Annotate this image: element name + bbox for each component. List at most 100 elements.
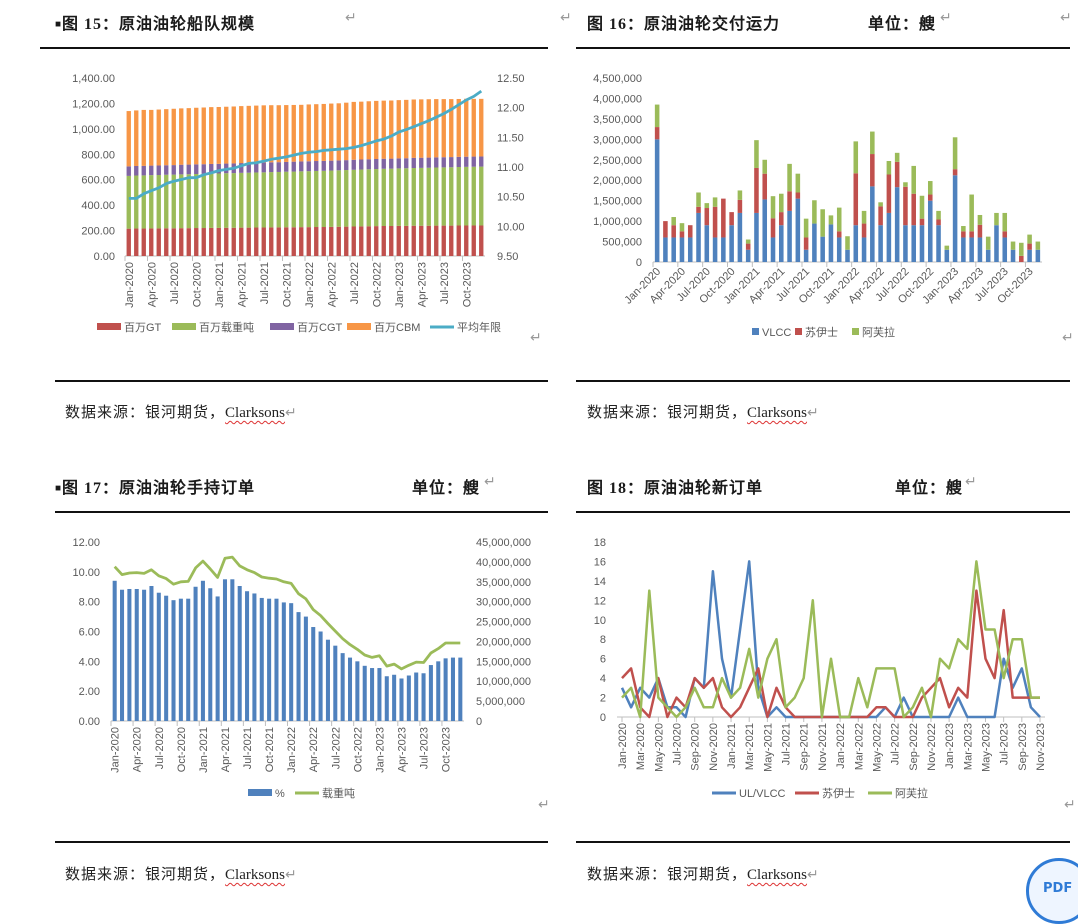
bar-百万载重吨 [426, 167, 431, 226]
x-axis-tick-label: Jul-2020 [169, 262, 181, 304]
y2-axis-tick-label: 11.00 [497, 162, 524, 174]
y-axis-tick-label: 1,000.00 [72, 124, 115, 136]
x-axis-tick-label: Apr-2022 [846, 266, 886, 306]
bar-百万GT [396, 225, 401, 256]
bar-百万GT [254, 227, 259, 256]
y2-axis-tick-label: 12.50 [497, 73, 525, 85]
bar-百万CGT [411, 157, 416, 169]
bar-% [347, 657, 353, 721]
bar-阿芙拉 [944, 245, 950, 250]
y-axis-tick-label: 14 [594, 576, 606, 588]
bar-苏伊士 [919, 218, 925, 226]
bar-百万GT [156, 228, 161, 256]
bar-百万载重吨 [284, 171, 289, 228]
bar-VLCC [886, 212, 892, 262]
bar-VLCC [671, 237, 676, 262]
bar-百万CGT [441, 157, 446, 168]
bar-百万GT [411, 225, 416, 256]
bar-% [399, 678, 404, 721]
bar-百万载重吨 [329, 170, 334, 227]
bar-百万载重吨 [344, 170, 349, 227]
bar-VLCC [969, 237, 974, 262]
bar-苏伊士 [878, 206, 883, 226]
bar-百万CGT [381, 158, 386, 169]
y2-axis-tick-label: 10.50 [497, 192, 525, 204]
bar-百万CBM [479, 98, 484, 157]
x-axis-tick-label: Oct-2022 [371, 262, 383, 307]
bar-百万GT [329, 226, 334, 256]
bar-% [112, 580, 117, 721]
x-axis-tick-label: Oct-2022 [896, 266, 936, 306]
bar-苏伊士 [770, 218, 776, 238]
y-axis-tick-label: 500,000 [602, 237, 642, 249]
bar-百万GT [224, 227, 229, 256]
y-axis-tick-label: 6.00 [79, 627, 100, 639]
bar-苏伊士 [1002, 231, 1008, 238]
bar-百万CGT [194, 164, 199, 174]
bar-百万载重吨 [299, 171, 304, 228]
bar-% [296, 612, 301, 721]
line-平均年限 [128, 89, 483, 200]
x-axis-tick-label: Oct-2020 [697, 266, 737, 306]
x-axis-tick-label: Jan-2020 [110, 727, 122, 773]
bar-阿芙拉 [969, 194, 974, 232]
legend-label: 平均年限 [457, 320, 501, 334]
bar-百万CGT [216, 163, 221, 174]
bar-百万GT [306, 227, 311, 256]
bar-百万CBM [336, 103, 341, 161]
bar-百万CGT [396, 158, 401, 169]
bar-VLCC [1002, 237, 1008, 262]
legend-swatch [795, 328, 802, 335]
bar-百万载重吨 [359, 169, 364, 227]
bar-百万CGT [464, 156, 469, 167]
y2-axis-tick-label: 35,000,000 [476, 577, 531, 589]
figure-17-title: ■图 17：原油油轮手持订单 [55, 474, 255, 498]
paragraph-mark-icon: ↵ [345, 10, 357, 26]
source-label: 数据来源：银河期货， [587, 867, 748, 883]
bar-VLCC [836, 237, 842, 262]
bar-百万CBM [254, 105, 259, 163]
bar-阿芙拉 [861, 210, 867, 224]
x-axis-tick-label: Nov-2022 [926, 723, 938, 771]
bar-阿芙拉 [671, 217, 676, 226]
x-axis-tick-label: Jul-2023 [439, 262, 451, 304]
bar-百万CGT [449, 157, 454, 168]
legend-swatch [752, 328, 759, 335]
bar-% [230, 579, 235, 721]
bar-VLCC [787, 210, 792, 262]
bar-百万CBM [261, 105, 266, 163]
x-axis-tick-label: Jan-2022 [821, 266, 862, 307]
bar-百万载重吨 [186, 174, 191, 229]
bar-百万载重吨 [479, 166, 484, 226]
y-axis-tick-label: 1,200.00 [72, 98, 115, 110]
bar-阿芙拉 [828, 215, 834, 225]
bar-百万CBM [464, 98, 469, 157]
bar-百万CBM [306, 104, 311, 162]
bar-% [392, 674, 397, 721]
legend-label: 苏伊士 [805, 326, 838, 339]
figure-18-source: 数据来源：银河期货，Clarksons↵ [587, 863, 820, 884]
figure-17-chart: 0.00 2.00 4.00 6.00 8.00 10.00 12.00 0 5,000,000… [72, 537, 531, 800]
bar-百万CBM [359, 101, 364, 160]
bar-百万GT [381, 225, 386, 256]
bar-百万载重吨 [156, 175, 161, 229]
bar-阿芙拉 [737, 190, 743, 200]
bar-百万CGT [149, 165, 154, 176]
x-axis-tick-label: Jul-2021 [781, 723, 793, 765]
bar-百万CBM [291, 104, 296, 162]
legend-swatch [852, 328, 859, 335]
bar-VLCC [952, 175, 958, 262]
x-axis-tick-label: Jan-2023 [920, 266, 961, 307]
bar-苏伊士 [762, 173, 768, 200]
bullet-icon: ■ [55, 19, 63, 30]
bar-苏伊士 [1019, 255, 1024, 262]
bar-苏伊士 [927, 194, 933, 201]
bar-百万CBM [329, 103, 334, 161]
line-苏伊士 [621, 589, 1040, 719]
pdf-convert-button[interactable]: PDF [1026, 858, 1078, 924]
x-axis-tick-label: Jan-2021 [722, 266, 763, 307]
bar-% [340, 653, 345, 721]
bar-阿芙拉 [745, 239, 751, 244]
legend-label: 阿芙拉 [895, 786, 928, 800]
bar-VLCC [663, 237, 668, 262]
